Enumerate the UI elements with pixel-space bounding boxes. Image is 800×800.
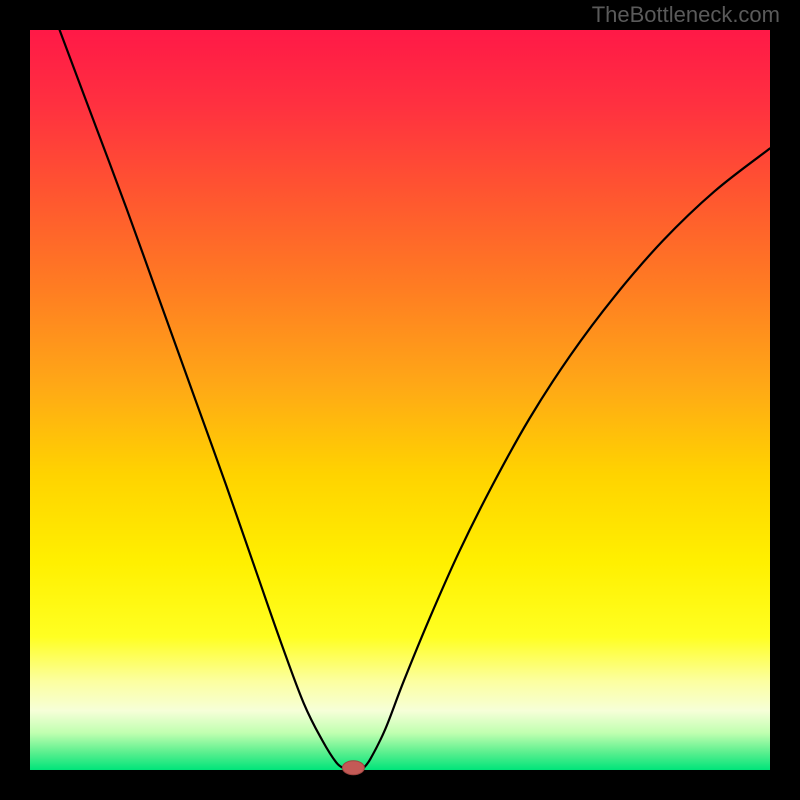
chart-container: TheBottleneck.com [0, 0, 800, 800]
optimum-marker [342, 761, 364, 775]
watermark-text: TheBottleneck.com [592, 2, 780, 28]
plot-gradient [30, 30, 770, 770]
bottleneck-chart [0, 0, 800, 800]
